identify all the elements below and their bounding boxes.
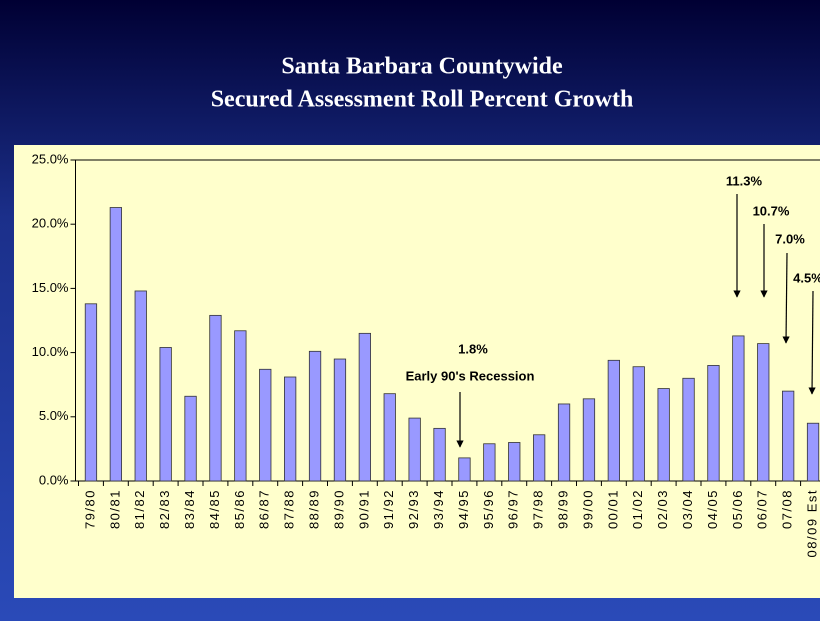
x-tick-label: 84/85 [207, 489, 222, 529]
bar [782, 390, 795, 482]
x-tick-label: 82/83 [157, 489, 172, 529]
bar [533, 434, 546, 482]
x-tick-label: 87/88 [282, 489, 297, 529]
bar [109, 207, 122, 482]
annotation: 7.0% [775, 231, 805, 246]
bar [607, 359, 620, 482]
bar [209, 314, 222, 482]
plot: 0.0% 5.0% 10.0% 15.0% 20.0% 25.0% 79/80 80/81 81… [32, 151, 820, 557]
x-tick-label: 06/07 [755, 489, 770, 529]
y-tick-label: 20.0% [32, 216, 69, 231]
x-tick-label: 07/08 [780, 489, 795, 529]
chart-title: Secured Assessment Roll Percent Growth [211, 87, 634, 113]
x-tick-label: 80/81 [107, 489, 122, 529]
bar [682, 377, 695, 482]
annotation: 10.7% [753, 203, 790, 218]
x-tick-label: 98/99 [555, 489, 570, 529]
x-tick-label: 93/94 [431, 489, 446, 529]
x-tick-label: 99/00 [580, 489, 595, 529]
bar [508, 442, 521, 482]
y-tick-label: 5.0% [39, 408, 69, 423]
bar [333, 358, 347, 482]
bar [134, 290, 147, 482]
bar [732, 335, 745, 482]
x-tick-label: 94/95 [456, 489, 471, 529]
x-tick-label: 97/98 [531, 489, 546, 529]
bar [707, 365, 720, 482]
x-tick-label: 86/87 [257, 489, 272, 529]
bar [408, 417, 421, 482]
bar [308, 350, 322, 482]
x-tick-label: 85/86 [232, 489, 247, 529]
x-tick-label: 08/09 Est [804, 489, 819, 557]
y-tick-label: 0.0% [39, 472, 69, 487]
chart-title: Santa Barbara Countywide [281, 54, 563, 80]
bar [582, 398, 596, 482]
arrow [808, 290, 816, 395]
x-tick-label: 83/84 [182, 489, 197, 529]
x-tick-label: 02/03 [655, 489, 670, 529]
annotation: 1.8% [458, 341, 488, 356]
x-tick-label: 05/06 [730, 489, 745, 529]
bar [483, 443, 496, 482]
bar [806, 422, 820, 482]
x-tick-label: 04/05 [705, 489, 720, 529]
bar [284, 376, 297, 482]
bar [184, 395, 197, 482]
bar [259, 368, 272, 482]
bar [657, 388, 670, 482]
bar [757, 343, 770, 482]
x-tick-label: 96/97 [506, 489, 521, 529]
y-tick-label: 15.0% [32, 280, 69, 295]
x-tick-label: 90/91 [356, 489, 371, 529]
x-tick-label: 00/01 [605, 489, 620, 529]
annotation: 4.5% [793, 270, 820, 285]
bar [433, 427, 446, 482]
x-tick-label: 01/02 [630, 489, 645, 529]
x-tick-label: 81/82 [132, 489, 147, 529]
x-tick-label: 79/80 [82, 489, 97, 529]
x-tick-label: 03/04 [680, 489, 695, 529]
bar [557, 403, 571, 482]
bar [159, 347, 172, 482]
x-tick-label: 91/92 [381, 489, 396, 529]
bar [632, 366, 645, 482]
y-tick-label: 25.0% [32, 151, 69, 166]
bar [234, 330, 247, 482]
chart-area [14, 145, 820, 598]
x-tick-label: 95/96 [481, 489, 496, 529]
annotation: Early 90's Recession [406, 368, 535, 383]
bar [358, 332, 371, 482]
x-tick-label: 92/93 [406, 489, 421, 529]
bar [383, 393, 396, 482]
arrows [456, 194, 816, 448]
bar [84, 303, 98, 482]
y-tick-label: 10.0% [32, 344, 69, 359]
bar [458, 457, 471, 482]
x-tick-label: 88/89 [306, 489, 321, 529]
arrow [782, 252, 790, 344]
annotation: 11.3% [726, 173, 763, 188]
x-tick-label: 89/90 [331, 489, 346, 529]
